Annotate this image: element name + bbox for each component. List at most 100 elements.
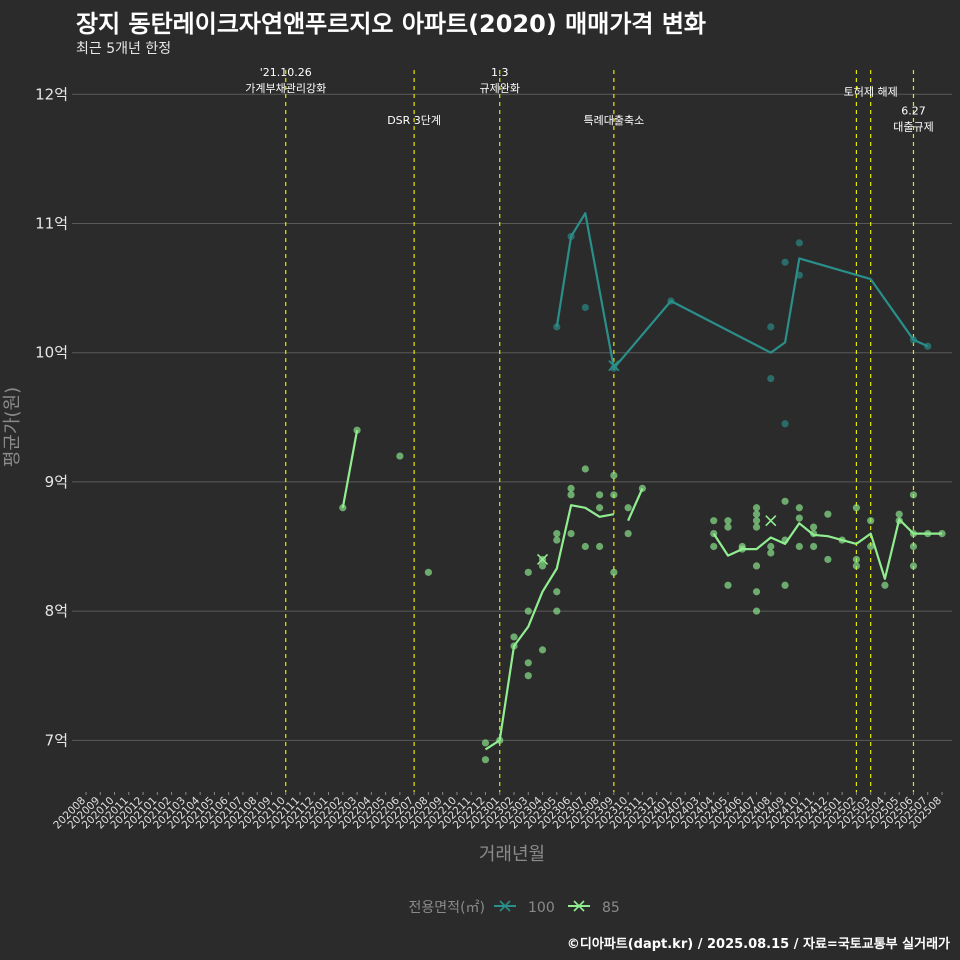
event-label: 규제완화: [479, 82, 519, 95]
data-point: [795, 514, 803, 522]
data-point: [752, 523, 761, 531]
y-tick-label: 11억: [35, 215, 68, 233]
legend-swatch-cross: [499, 900, 511, 912]
data-point: [852, 562, 861, 570]
data-point: [781, 581, 789, 589]
data-point: [481, 756, 490, 764]
data-point: [638, 484, 647, 492]
data-point: [553, 323, 561, 331]
series-100: [553, 212, 932, 428]
data-point: [710, 542, 718, 551]
series-layer: [339, 212, 946, 764]
event-label: 1.3: [491, 66, 509, 79]
data-point: [752, 562, 761, 570]
data-point: [752, 510, 761, 518]
data-point: [752, 588, 761, 596]
data-point: [396, 452, 404, 460]
data-point: [909, 542, 918, 551]
data-point: [767, 542, 775, 551]
data-point: [667, 297, 675, 305]
data-point: [510, 633, 518, 641]
data-point: [924, 342, 932, 350]
event-label: 대출규제: [893, 121, 933, 134]
data-point: [781, 536, 789, 544]
legend-swatch-cross: [573, 900, 585, 912]
legend-title: 전용면적(㎡): [409, 900, 485, 916]
data-point: [581, 542, 589, 551]
data-point: [538, 646, 547, 654]
legend-label: 100: [528, 900, 555, 916]
data-point: [795, 239, 803, 247]
data-point: [610, 491, 618, 499]
data-point: [567, 491, 575, 499]
series-line: [341, 430, 359, 508]
data-point: [581, 465, 589, 473]
data-point: [795, 504, 803, 512]
data-point: [852, 555, 861, 564]
series-85: [339, 426, 946, 764]
data-point: [824, 510, 832, 518]
data-point: [724, 581, 732, 589]
y-tick-label: 7억: [45, 731, 68, 749]
data-point: [909, 491, 918, 499]
data-point: [567, 529, 575, 538]
data-point: [524, 607, 532, 615]
legend-label: 85: [602, 900, 620, 916]
data-point: [553, 529, 561, 538]
data-point: [724, 517, 732, 525]
data-point: [624, 504, 632, 512]
data-point: [524, 672, 532, 680]
cross-marker: [765, 515, 777, 527]
data-point: [867, 517, 875, 525]
event-label: 토허제 해제: [844, 85, 898, 99]
event-label: 가계부채관리강화: [245, 82, 326, 95]
axis-layer: 7억8억9억10억11억12억2020082020092020102020112…: [2, 85, 944, 865]
data-point: [596, 491, 604, 499]
data-point: [909, 529, 918, 538]
data-point: [567, 232, 575, 241]
data-point: [553, 588, 561, 596]
x-axis-title: 거래년월: [479, 844, 545, 865]
data-point: [710, 529, 718, 538]
data-point: [895, 517, 903, 525]
data-point: [767, 323, 775, 331]
data-point: [909, 336, 918, 344]
data-point: [938, 529, 946, 538]
data-point: [867, 542, 875, 551]
cross-marker: [536, 553, 549, 565]
y-tick-label: 12억: [35, 85, 68, 103]
chart-subtitle: 최근 5개년 한정: [76, 41, 172, 57]
data-point: [810, 523, 818, 531]
series-line: [555, 212, 929, 370]
chart-title: 장지 동탄레이크자연앤푸르지오 아파트(2020) 매매가격 변화: [76, 10, 706, 38]
data-point: [767, 374, 775, 383]
data-point: [781, 497, 789, 505]
series-line: [627, 487, 644, 522]
grid-layer: [72, 93, 952, 741]
data-point: [795, 271, 803, 279]
data-point: [596, 542, 604, 551]
series-line: [484, 504, 615, 751]
data-point: [895, 510, 903, 518]
data-point: [738, 545, 746, 553]
data-point: [909, 562, 918, 570]
data-point: [810, 542, 818, 551]
legend-layer: 전용면적(㎡) 100 85: [409, 900, 620, 916]
data-point: [610, 471, 618, 480]
data-point: [553, 607, 561, 615]
data-point: [781, 420, 789, 428]
y-tick-label: 9억: [45, 473, 68, 491]
data-point: [795, 542, 803, 551]
data-point: [752, 504, 761, 512]
data-point: [710, 517, 718, 525]
data-point: [524, 659, 532, 667]
cross-marker: [608, 360, 620, 372]
data-point: [838, 536, 846, 544]
data-point: [824, 555, 832, 564]
data-point: [752, 607, 761, 615]
data-point: [596, 504, 604, 512]
data-point: [496, 736, 504, 744]
data-point: [610, 568, 618, 576]
